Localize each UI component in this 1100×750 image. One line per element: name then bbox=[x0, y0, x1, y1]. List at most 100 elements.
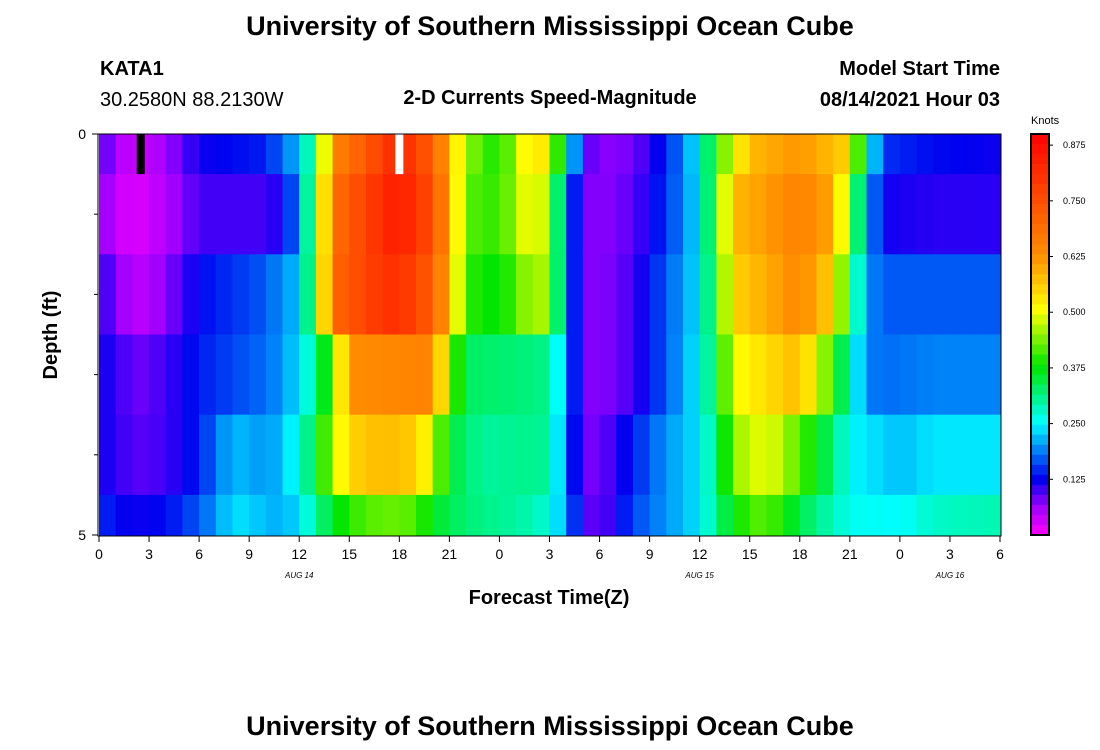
station-label: KATA1 bbox=[100, 58, 164, 80]
heatmap-cell bbox=[265, 174, 284, 255]
x-tick-label: 6 bbox=[996, 546, 1004, 562]
heatmap-cell bbox=[232, 134, 250, 175]
heatmap-cell bbox=[849, 334, 868, 416]
heatmap-cell bbox=[933, 414, 951, 496]
heatmap-cell bbox=[949, 414, 968, 496]
heatmap-cell bbox=[966, 174, 984, 255]
heatmap-cell bbox=[649, 334, 667, 416]
heatmap-cell bbox=[299, 254, 317, 336]
heatmap-cell bbox=[299, 334, 317, 416]
heatmap-cell bbox=[249, 134, 267, 175]
heatmap-cell bbox=[532, 174, 551, 255]
heatmap-cell bbox=[983, 134, 1001, 175]
heatmap-cell bbox=[182, 334, 200, 416]
heatmap-cell bbox=[382, 334, 400, 416]
heatmap-cell bbox=[849, 494, 868, 536]
heatmap-cell bbox=[582, 174, 601, 255]
heatmap-cell bbox=[382, 174, 400, 255]
heatmap-cell bbox=[549, 494, 567, 536]
heatmap-cell bbox=[949, 334, 968, 416]
heatmap-cell bbox=[682, 254, 701, 336]
colorbar-cell bbox=[1031, 224, 1049, 235]
colorbar-cell bbox=[1031, 344, 1049, 356]
colorbar: Knots 0.125 0.250 0.375 0.500 0.625 0.750 0.87… bbox=[1030, 115, 1086, 536]
colorbar-cell bbox=[1031, 244, 1049, 255]
heatmap-cell bbox=[783, 334, 801, 416]
heatmap-cell bbox=[315, 254, 334, 336]
heatmap-cell bbox=[883, 414, 901, 496]
x-tick-label: 0 bbox=[496, 546, 504, 562]
x-tick-label: 21 bbox=[842, 546, 858, 562]
colorbar-cell bbox=[1031, 294, 1049, 306]
heatmap-cell bbox=[199, 494, 217, 536]
heatmap-cell bbox=[799, 134, 818, 175]
heatmap-cell bbox=[516, 494, 534, 536]
heatmap-cell bbox=[416, 414, 434, 496]
heatmap-cell bbox=[666, 254, 684, 336]
heatmap-cell bbox=[866, 254, 884, 336]
x-tick-label: 0 bbox=[95, 546, 103, 562]
heatmap-cell bbox=[499, 494, 517, 536]
heatmap-cell bbox=[949, 494, 968, 536]
heatmap-cell bbox=[115, 174, 133, 255]
heatmap-cell bbox=[749, 414, 768, 496]
colorbar-tick-label: 0.125 bbox=[1063, 474, 1086, 484]
heatmap-cell bbox=[816, 334, 834, 416]
heatmap-cell bbox=[582, 334, 601, 416]
heatmap-cell bbox=[616, 494, 634, 536]
heatmap-cell bbox=[99, 254, 117, 336]
heatmap-cell bbox=[399, 414, 417, 496]
colorbar-cell bbox=[1031, 384, 1049, 396]
heatmap-cell bbox=[616, 334, 634, 416]
heatmap-cell bbox=[966, 134, 984, 175]
heatmap-cell bbox=[916, 134, 934, 175]
colorbar-cell bbox=[1031, 394, 1049, 406]
heatmap-cell bbox=[949, 174, 968, 255]
heatmap-cell bbox=[899, 414, 918, 496]
heatmap-cell bbox=[783, 134, 801, 175]
heatmap-cell bbox=[682, 494, 701, 536]
heatmap-cell bbox=[549, 174, 567, 255]
heatmap-cell bbox=[282, 254, 300, 336]
heatmap-cell bbox=[532, 414, 551, 496]
heatmap-cell bbox=[716, 254, 734, 336]
heatmap-cell bbox=[916, 334, 934, 416]
chart-subtitle: 2-D Currents Speed-Magnitude bbox=[403, 87, 696, 109]
heatmap-cell bbox=[666, 134, 684, 175]
x-tick-label: 18 bbox=[792, 546, 808, 562]
heatmap-cell bbox=[265, 494, 284, 536]
heatmap-cell bbox=[866, 134, 884, 175]
heatmap-cell bbox=[482, 174, 501, 255]
heatmap-cell bbox=[115, 414, 133, 496]
heatmap-cell bbox=[716, 494, 734, 536]
heatmap-cell bbox=[883, 174, 901, 255]
heatmap-cell bbox=[299, 494, 317, 536]
heatmap-cell bbox=[332, 494, 350, 536]
heatmap-cell bbox=[816, 174, 834, 255]
heatmap-cell bbox=[749, 494, 768, 536]
heatmap-cell bbox=[165, 174, 184, 255]
heatmap-cell bbox=[99, 134, 117, 175]
heatmap-cell bbox=[482, 134, 501, 175]
heatmap-cell bbox=[883, 254, 901, 336]
heatmap-cell bbox=[733, 414, 751, 496]
heatmap-cell bbox=[916, 174, 934, 255]
heatmap-cell bbox=[132, 334, 150, 416]
heatmap-cell bbox=[532, 254, 551, 336]
heatmap-cell bbox=[132, 254, 150, 336]
heatmap-cell bbox=[315, 494, 334, 536]
heatmap-cell bbox=[532, 134, 551, 175]
heatmap-cell bbox=[99, 414, 117, 496]
heatmap-cell bbox=[165, 494, 184, 536]
x-tick-label: 3 bbox=[946, 546, 954, 562]
colorbar-cell bbox=[1031, 424, 1049, 436]
heatmap-cell bbox=[466, 494, 484, 536]
heatmap-cell bbox=[349, 414, 367, 496]
heatmap-cell bbox=[749, 134, 768, 175]
heatmap-cell bbox=[632, 494, 651, 536]
heatmap-cell bbox=[949, 134, 968, 175]
heatmap-cell bbox=[399, 254, 417, 336]
heatmap-cell bbox=[399, 174, 417, 255]
heatmap-cell bbox=[899, 334, 918, 416]
heatmap-cell bbox=[966, 254, 984, 336]
